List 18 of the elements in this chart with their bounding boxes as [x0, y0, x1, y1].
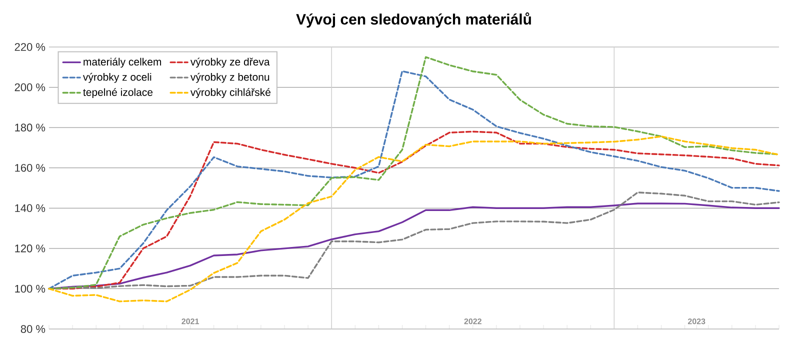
chart-title: Vývoj cen sledovaných materiálů [296, 12, 531, 28]
legend-label: tepelné izolace [83, 88, 153, 98]
y-tick-label: 200 % [14, 83, 46, 92]
y-tick-label: 100 % [15, 284, 46, 293]
legend-label: výrobky cihlářské [190, 88, 270, 98]
legend-label: výrobky ze dřeva [190, 58, 270, 68]
y-tick-label: 140 % [15, 204, 46, 212]
x-tick-label: 2023 [688, 318, 706, 324]
y-tick-label: 220 % [14, 43, 46, 51]
x-tick-label: 2021 [182, 318, 199, 324]
legend-label: materiály celkem [84, 58, 162, 68]
legend-label: výrobky z oceli [82, 72, 152, 83]
y-tick-label: 180 % [15, 124, 46, 132]
legend-label: výrobky z betonu [190, 72, 270, 83]
y-tick-label: 160 % [15, 164, 46, 172]
x-tick-label: 2022 [464, 318, 482, 324]
y-tick-label: 80 % [20, 325, 46, 333]
y-tick-label: 120 % [15, 244, 46, 252]
